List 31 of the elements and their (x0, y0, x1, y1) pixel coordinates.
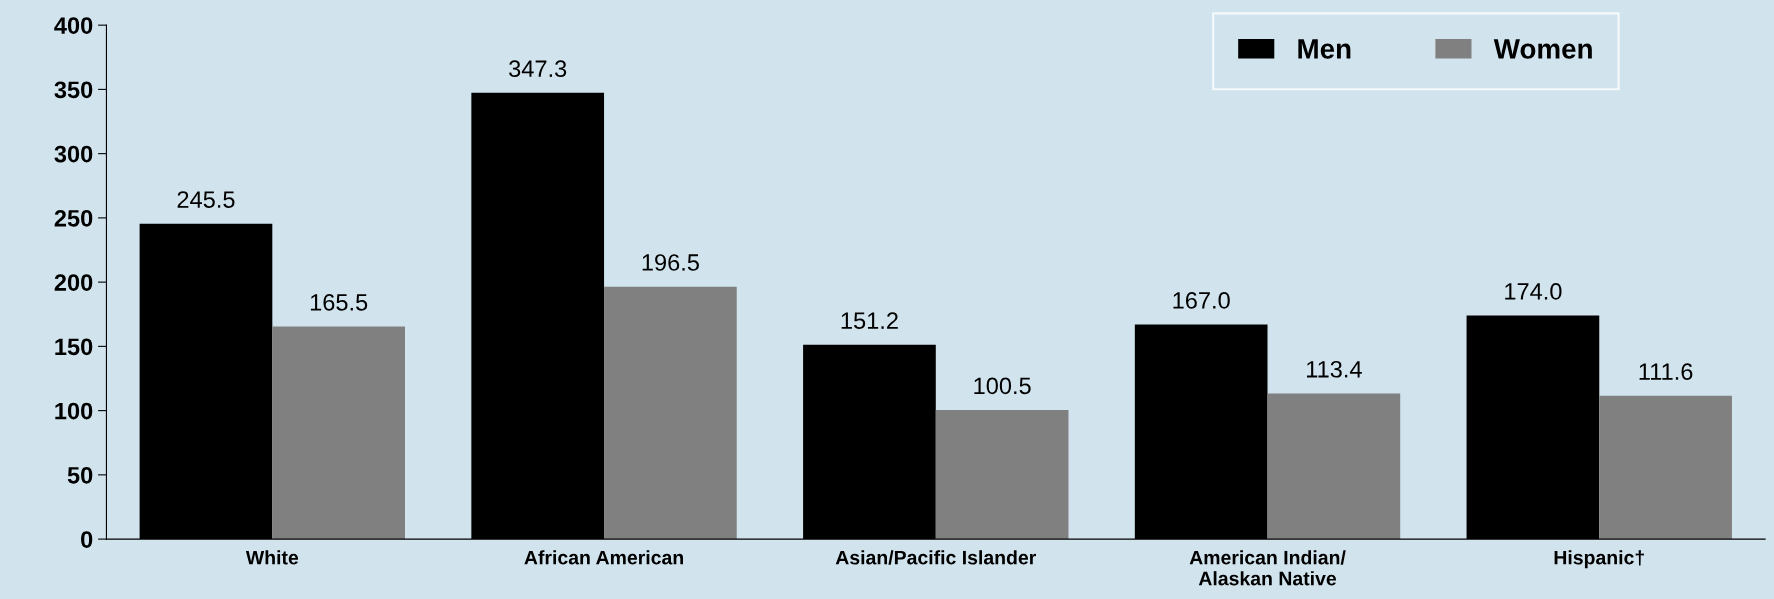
data-label: 111.6 (1639, 363, 1693, 380)
legend-label: Women (1493, 39, 1592, 59)
x-tick-label: African American (524, 550, 683, 565)
legend-label: Men (1298, 39, 1351, 59)
y-tick-label: 100 (55, 402, 93, 420)
y-tick-label: 300 (54, 145, 93, 163)
y-tick-label: 0 (81, 531, 93, 548)
x-tick-label: Asian/Pacific Islander (835, 550, 1037, 565)
bar (935, 409, 1069, 540)
x-tick-label: American Indian/ Alaskan Native (1189, 550, 1346, 586)
y-tick-label: 250 (54, 209, 93, 227)
y-tick-label: 400 (54, 17, 93, 34)
data-label: 174.0 (1505, 283, 1562, 300)
data-label: 347.3 (509, 60, 567, 78)
data-label: 165.5 (310, 293, 368, 311)
data-label: 113.4 (1307, 360, 1362, 378)
bar (272, 326, 405, 540)
data-label: 245.5 (177, 191, 235, 208)
y-tick-label: 50 (67, 466, 93, 484)
y-tick-label: 350 (54, 81, 93, 99)
bar (604, 286, 737, 540)
data-label: 167.0 (1173, 292, 1230, 309)
bar (1267, 393, 1401, 540)
y-tick-label: 150 (55, 338, 93, 356)
y-tick-label: 200 (54, 274, 93, 291)
data-label: 196.5 (642, 254, 699, 271)
bar (1599, 395, 1732, 540)
data-label: 151.2 (841, 312, 898, 330)
x-tick-label: Hispanic† (1554, 550, 1644, 569)
x-tick-label: White (245, 550, 299, 565)
data-label: 100.5 (974, 377, 1031, 395)
